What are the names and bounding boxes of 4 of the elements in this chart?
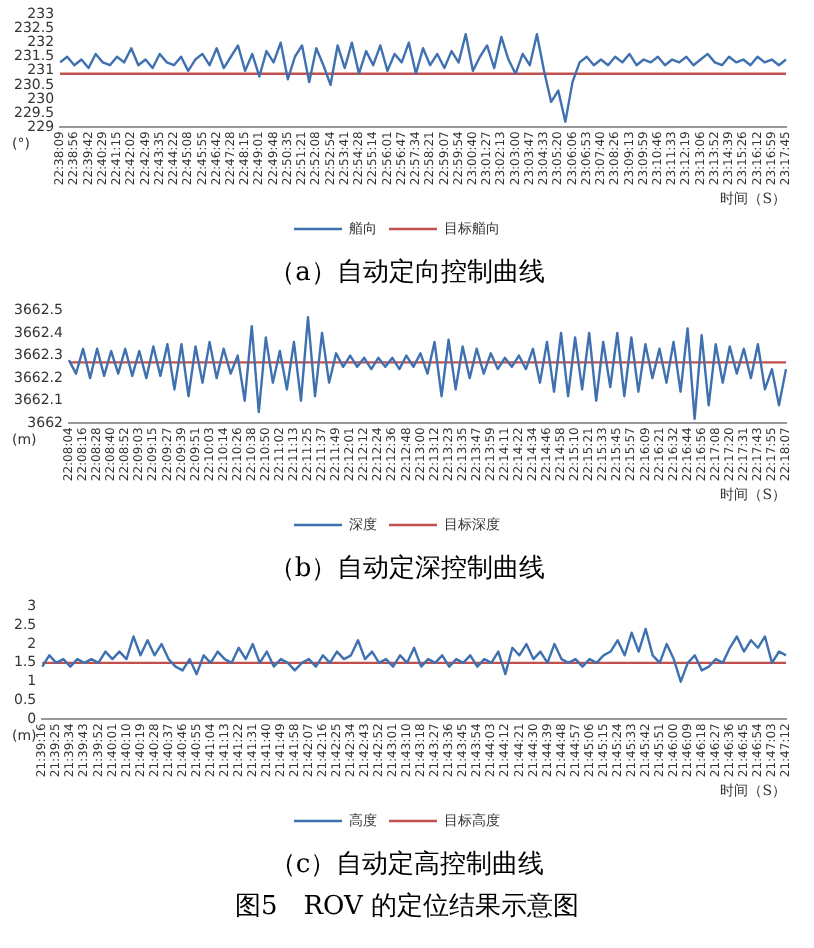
text: （a）自动定向控制曲线 <box>267 256 547 292</box>
text: （c）自动定高控制曲线 <box>267 848 547 884</box>
caption: 图5 ROV 的定位结果示意图 <box>232 890 581 926</box>
text: （b）自动定深控制曲线 <box>266 552 548 588</box>
